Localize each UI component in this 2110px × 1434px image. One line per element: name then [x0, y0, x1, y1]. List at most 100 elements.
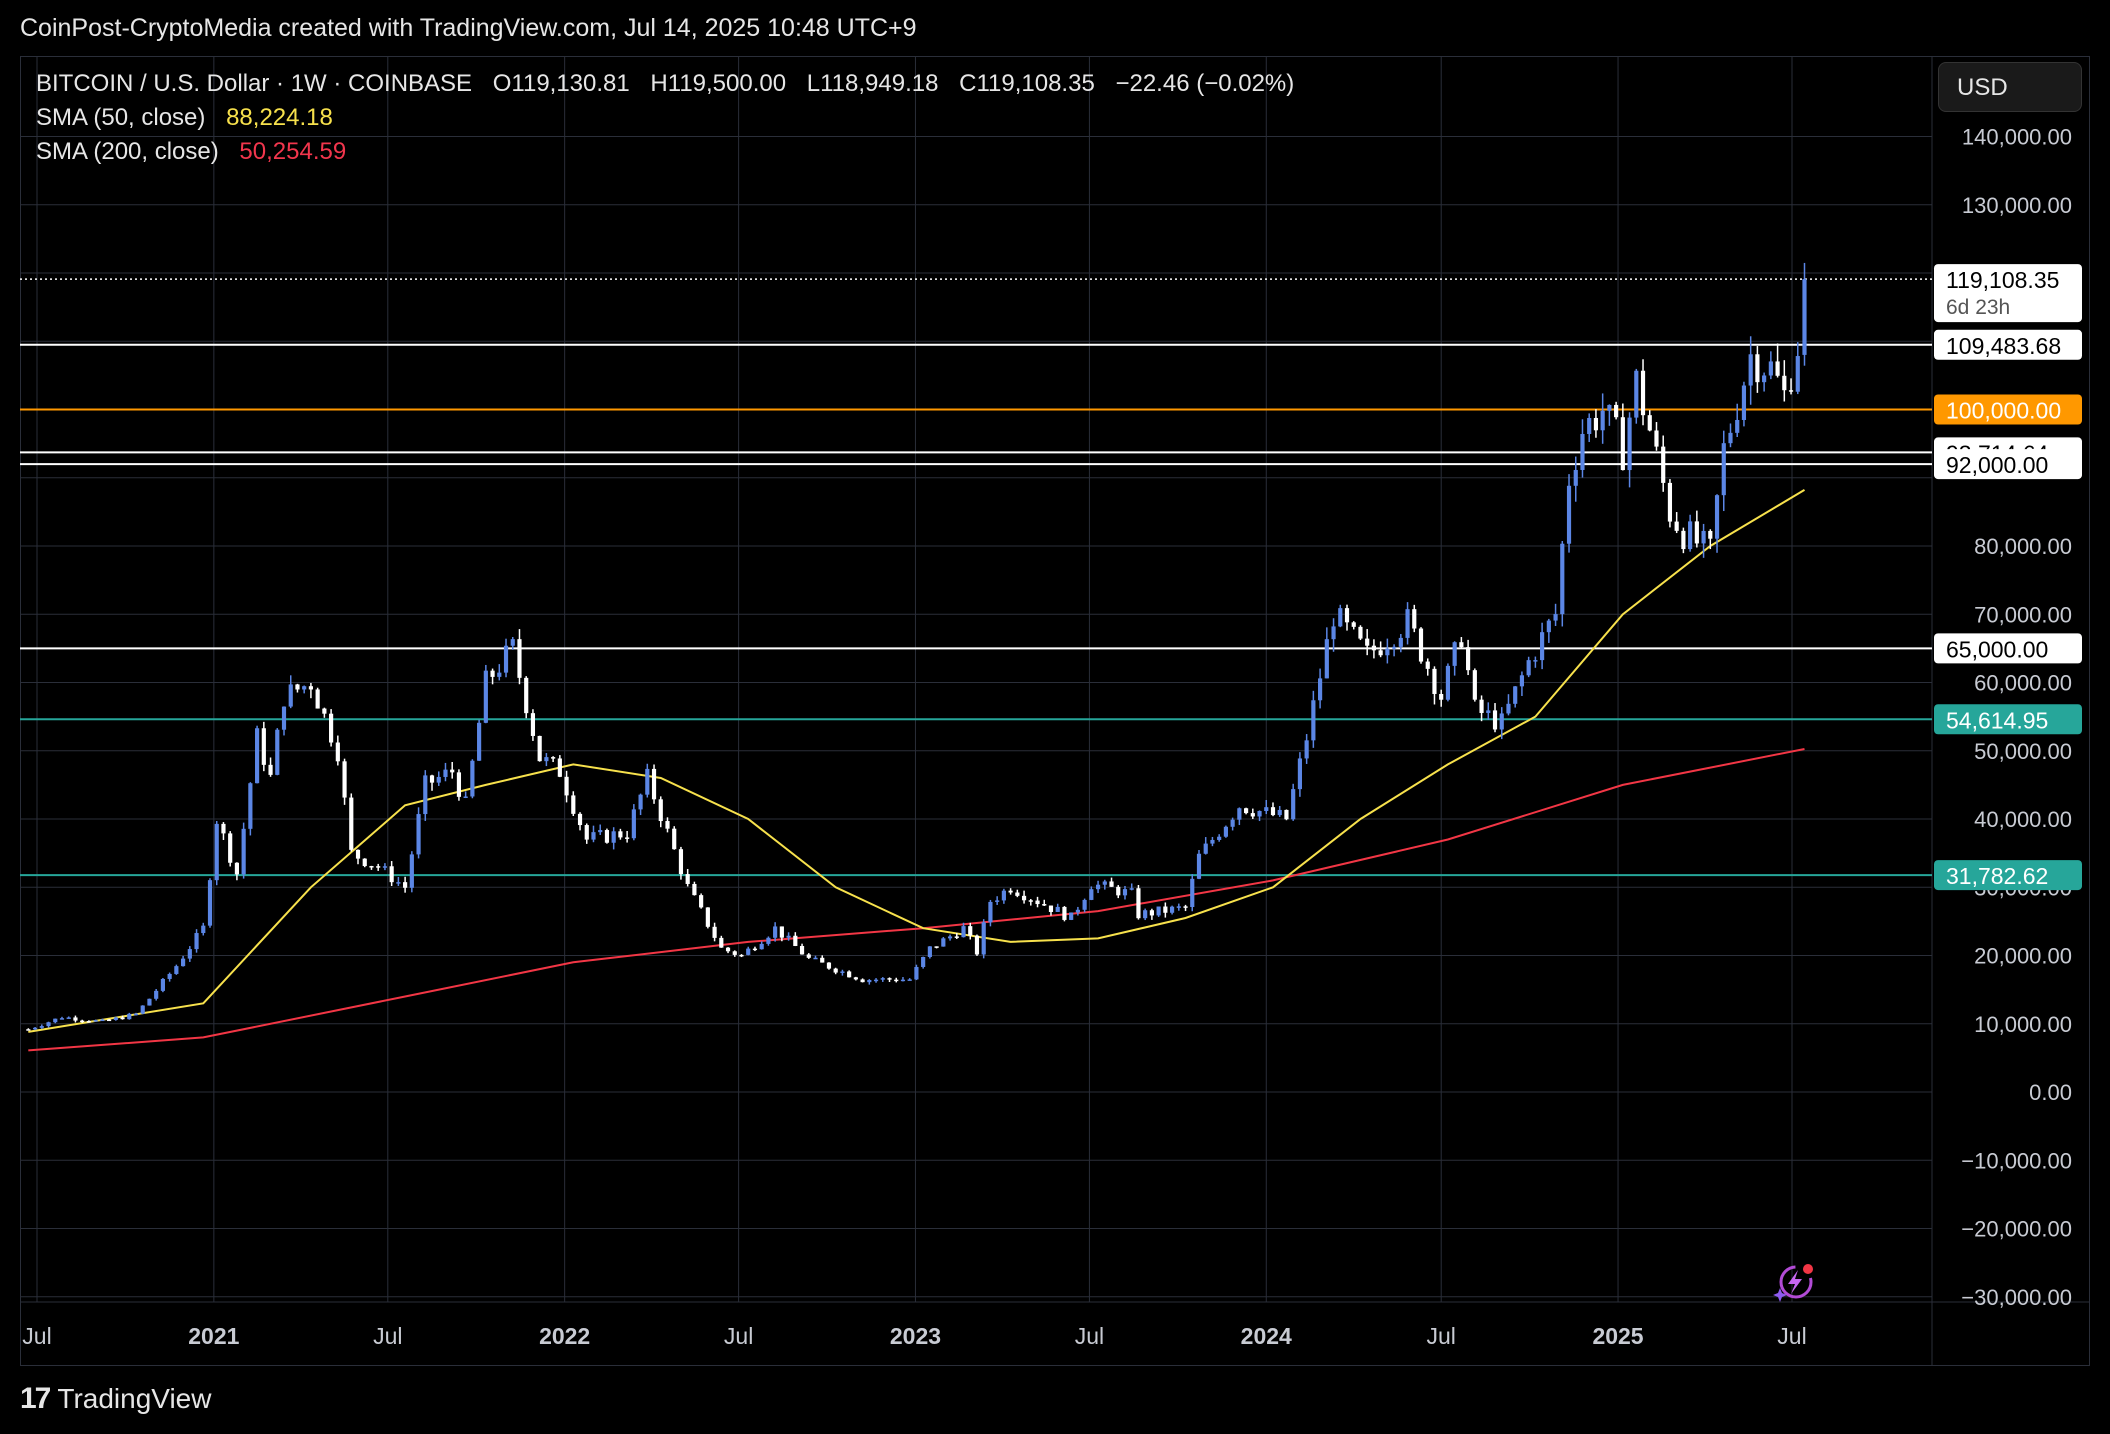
candle-body	[396, 882, 401, 884]
candle-body	[308, 686, 314, 690]
level-tag-bg	[1934, 633, 2082, 664]
candle-body	[1553, 614, 1558, 621]
legend-sma200-row[interactable]: SMA (200, close) 50,254.59	[36, 138, 360, 166]
legend-close: C119,108.35	[959, 70, 1095, 97]
candle-body	[1439, 693, 1444, 700]
candle-body	[900, 979, 906, 982]
candle-body	[692, 883, 697, 896]
candle-body	[537, 735, 542, 762]
time-tick-label: Jul	[1075, 1323, 1104, 1349]
price-tick-label: 10,000.00	[1974, 1012, 2072, 1037]
price-tick-label: 140,000.00	[1962, 125, 2072, 150]
level-tag: 65,000.00	[1934, 633, 2082, 664]
candle-body	[524, 677, 529, 714]
candle-body	[786, 935, 791, 938]
candle-body	[1001, 890, 1006, 901]
candle-body	[436, 776, 441, 783]
candle-body	[1284, 809, 1289, 820]
candle-body	[322, 708, 327, 714]
candle-body	[1398, 637, 1403, 647]
candle-body	[1425, 661, 1430, 669]
candle-body	[1741, 385, 1747, 420]
candle-body	[712, 926, 717, 938]
chart-frame[interactable]	[20, 56, 2090, 1366]
candle-body	[1190, 878, 1195, 908]
candle-body	[214, 823, 219, 881]
legend-sma50-row[interactable]: SMA (50, close) 88,224.18	[36, 104, 347, 132]
level-tag-text: 65,000.00	[1946, 636, 2048, 662]
candle-body	[1048, 905, 1054, 912]
candle-body	[1412, 609, 1417, 629]
candle-body	[981, 922, 986, 955]
candle-body	[739, 954, 744, 957]
candle-body	[59, 1018, 65, 1020]
candle-body	[1452, 642, 1457, 666]
candle-body	[651, 768, 657, 800]
price-tick-label: 0.00	[2029, 1080, 2072, 1105]
candle-body	[389, 866, 394, 883]
candle-body	[988, 901, 993, 923]
candle-body	[490, 670, 495, 677]
candle-body	[255, 728, 260, 784]
candle-body	[631, 809, 636, 839]
level-tag: 92,000.00	[1934, 449, 2082, 480]
candle-body	[1647, 415, 1652, 431]
candle-body	[1762, 375, 1767, 383]
candle-body	[1250, 813, 1255, 817]
candle-body	[1432, 668, 1437, 694]
candle-body	[941, 938, 946, 947]
level-tag: 31,782.62	[1934, 860, 2082, 891]
candle-body	[1499, 713, 1504, 730]
candle-body	[1701, 530, 1706, 544]
candle-body	[732, 951, 737, 955]
candle-body	[584, 825, 589, 840]
candle-body	[503, 645, 509, 673]
candle-body	[39, 1026, 44, 1028]
candle-body	[954, 936, 959, 938]
candle-body	[1109, 881, 1114, 887]
candle-body	[1587, 417, 1592, 434]
candle-body	[234, 862, 239, 875]
candle-body	[1095, 884, 1101, 890]
candle-body	[759, 943, 764, 950]
candle-body	[921, 957, 926, 967]
candle-body	[174, 966, 179, 974]
candle-body	[295, 684, 300, 690]
candle-body	[1243, 808, 1249, 814]
time-tick-label: Jul	[373, 1323, 402, 1349]
candle-body	[80, 1020, 85, 1023]
candle-body	[106, 1019, 112, 1022]
candle-body	[1156, 906, 1161, 916]
time-tick-label: Jul	[1777, 1323, 1806, 1349]
candle-body	[32, 1027, 38, 1030]
candle-body	[113, 1017, 118, 1020]
candle-body	[1566, 485, 1572, 544]
candle-body	[1540, 632, 1545, 661]
lightning-icon[interactable]	[1772, 1260, 1816, 1304]
candle-body	[1459, 642, 1464, 648]
candle-body	[1560, 543, 1565, 615]
tradingview-logo[interactable]: 17 TradingView	[20, 1382, 211, 1416]
candle-body	[342, 761, 347, 798]
candle-body	[86, 1021, 91, 1023]
candle-body	[1593, 417, 1599, 431]
sma-layer	[28, 489, 1806, 1052]
current-price-tag-text: 119,108.35	[1946, 267, 2059, 293]
candle-body	[719, 937, 724, 948]
candle-body	[268, 764, 273, 775]
legend-symbol[interactable]: BITCOIN / U.S. Dollar · 1W · COINBASE	[36, 70, 473, 97]
candle-body	[833, 968, 838, 973]
currency-button[interactable]: USD	[1938, 62, 2082, 112]
candle-body	[1230, 819, 1235, 827]
candle-body	[73, 1017, 78, 1021]
candle-body	[100, 1019, 105, 1022]
candle-body	[355, 849, 361, 859]
candle-body	[873, 979, 879, 982]
candle-body	[1136, 888, 1141, 919]
price-tick-label: 60,000.00	[1974, 671, 2072, 696]
candle-body	[167, 973, 172, 979]
candle-body	[867, 980, 872, 983]
candle-body	[1721, 443, 1726, 496]
candle-body	[1627, 417, 1632, 471]
